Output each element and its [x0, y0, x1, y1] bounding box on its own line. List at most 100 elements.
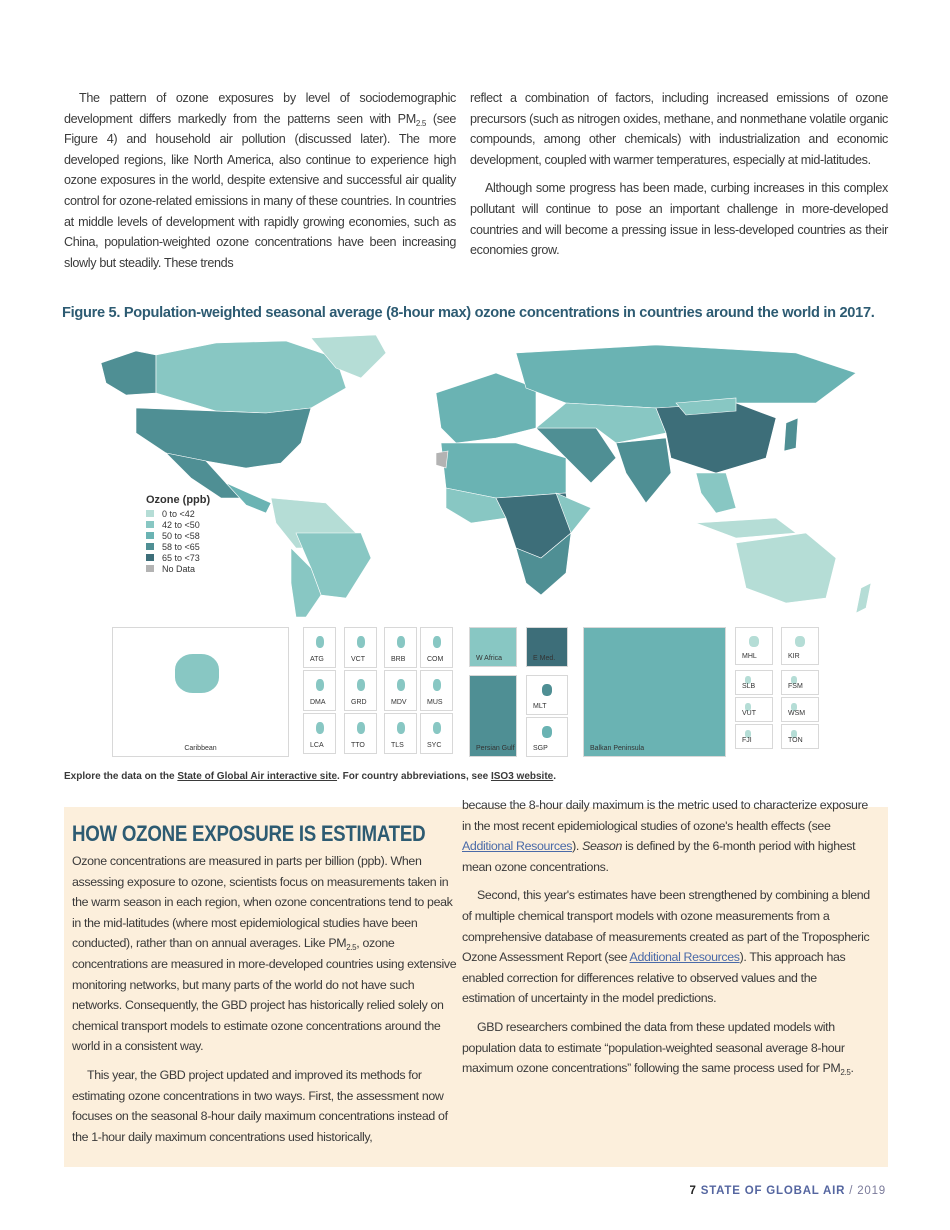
- inset-tto: TTO: [344, 713, 377, 754]
- box-text: is defined by the 6-month period with hi…: [462, 839, 856, 874]
- inset-fji: FJI: [735, 724, 773, 749]
- interactive-site-link[interactable]: State of Global Air interactive site: [177, 771, 338, 782]
- inset-mlt: MLT: [526, 675, 568, 715]
- legend-item: 0 to <42: [146, 508, 210, 519]
- legend-swatch: [146, 532, 154, 539]
- inset-shape: [790, 676, 797, 684]
- inset-label: SYC: [427, 742, 442, 749]
- box-text: Second, this year's estimates have been …: [462, 888, 870, 965]
- box-heading: HOW OZONE EXPOSURE IS ESTIMATED: [72, 821, 426, 846]
- box-text: Season: [582, 839, 622, 854]
- additional-resources-link[interactable]: Additional Resources: [462, 839, 573, 854]
- map-north-africa: [440, 442, 567, 499]
- inset-shape: [396, 722, 405, 735]
- map-mongolia: [675, 397, 737, 416]
- inset-shape: [541, 726, 553, 738]
- publication-title: STATE OF GLOBAL AIR: [700, 1185, 846, 1197]
- box-text: GBD researchers combined the data from t…: [462, 1019, 845, 1076]
- legend-label: 50 to <58: [162, 530, 200, 541]
- inset-label: TTO: [351, 742, 365, 749]
- inset-shape: [356, 636, 365, 649]
- inset-label: DMA: [310, 699, 326, 706]
- inset-label: E Med.: [533, 655, 556, 662]
- legend-swatch: [146, 554, 154, 561]
- sidebar-box: HOW OZONE EXPOSURE IS ESTIMATED Ozone co…: [64, 798, 888, 1167]
- inset-label: FSM: [788, 683, 803, 690]
- box-text: .: [850, 1061, 854, 1076]
- caption-text: Explore the data on the: [64, 771, 178, 782]
- inset-com: COM: [420, 627, 453, 668]
- map-india: [615, 437, 672, 504]
- inset-shape: [744, 676, 751, 684]
- box-column-right: because the 8-hour daily maximum is the …: [462, 795, 872, 1079]
- iso3-website-link[interactable]: ISO3 website: [490, 771, 554, 782]
- map-alaska: [100, 350, 157, 396]
- legend-item: No Data: [146, 563, 210, 574]
- page-footer: 7 STATE OF GLOBAL AIR / 2019: [690, 1185, 886, 1197]
- inset-label: VUT: [742, 710, 756, 717]
- separator: /: [845, 1185, 858, 1197]
- inset-grd: GRD: [344, 670, 377, 711]
- map-indonesia: [695, 517, 797, 539]
- inset-fsm: FSM: [781, 670, 819, 695]
- map-australia: [735, 532, 837, 604]
- inset-shape: [432, 722, 441, 735]
- inset-label: MHL: [742, 653, 757, 660]
- intro-column-right: reflect a combination of factors, includ…: [470, 88, 888, 261]
- inset-shape: [749, 635, 759, 647]
- inset-label: TLS: [391, 742, 404, 749]
- legend-item: 42 to <50: [146, 519, 210, 530]
- map-western-sahara-nodata: [435, 450, 449, 469]
- additional-resources-link[interactable]: Additional Resources: [629, 950, 740, 965]
- inset-brb: BRB: [384, 627, 417, 668]
- map-east-africa: [555, 492, 592, 534]
- map-south-america-south: [290, 547, 322, 617]
- legend-label: 0 to <42: [162, 508, 195, 519]
- inset-shape: [790, 703, 797, 711]
- box-text: ).: [572, 839, 583, 854]
- inset-balkan-peninsula: Balkan Peninsula: [583, 627, 726, 757]
- inset-shape: [174, 654, 220, 693]
- inset-label: SLB: [742, 683, 756, 690]
- subscript: 2.5: [840, 1068, 851, 1078]
- figure-caption: Explore the data on the State of Global …: [64, 771, 556, 782]
- inset-persian-gulf: Persian Gulf: [469, 675, 517, 757]
- inset-shape: [396, 679, 405, 692]
- inset-label: ATG: [310, 656, 324, 663]
- box-text: ). This approach has enabled correction …: [462, 950, 846, 1006]
- publication-year: 2019: [857, 1185, 886, 1197]
- figure-title: Figure 5. Population-weighted seasonal a…: [62, 305, 875, 321]
- subscript: 2.5: [346, 943, 357, 953]
- inset-label: Caribbean: [184, 745, 217, 752]
- inset-label: MLT: [533, 703, 547, 710]
- inset-syc: SYC: [420, 713, 453, 754]
- inset-shape: [432, 636, 441, 649]
- inset-shape: [541, 684, 553, 696]
- map-southeast-asia: [695, 472, 737, 514]
- map-central-america: [225, 482, 272, 514]
- inset-label: GRD: [351, 699, 367, 706]
- legend-swatch: [146, 565, 154, 572]
- map-southern-africa: [515, 532, 572, 596]
- inset-shape: [790, 730, 797, 738]
- map-legend: Ozone (ppb) 0 to <42 42 to <50 50 to <58…: [146, 494, 210, 574]
- legend-label: No Data: [162, 563, 196, 574]
- inset-shape: [396, 636, 405, 649]
- inset-atg: ATG: [303, 627, 336, 668]
- map-usa: [135, 407, 312, 469]
- legend-item: 58 to <65: [146, 541, 210, 552]
- inset-label: BRB: [391, 656, 406, 663]
- inset-label: W Africa: [476, 655, 503, 662]
- intro-text: The pattern of ozone exposures by level …: [64, 91, 456, 126]
- map-japan: [783, 417, 799, 452]
- legend-swatch: [146, 543, 154, 550]
- inset-shape: [795, 635, 805, 647]
- intro-text: (see Figure 4) and household air polluti…: [64, 111, 457, 270]
- inset-lca: LCA: [303, 713, 336, 754]
- inset-vct: VCT: [344, 627, 377, 668]
- inset-label: KIR: [788, 653, 800, 660]
- inset-mdv: MDV: [384, 670, 417, 711]
- legend-label: 65 to <73: [162, 552, 200, 563]
- map-russia: [515, 344, 857, 409]
- legend-swatch: [146, 510, 154, 517]
